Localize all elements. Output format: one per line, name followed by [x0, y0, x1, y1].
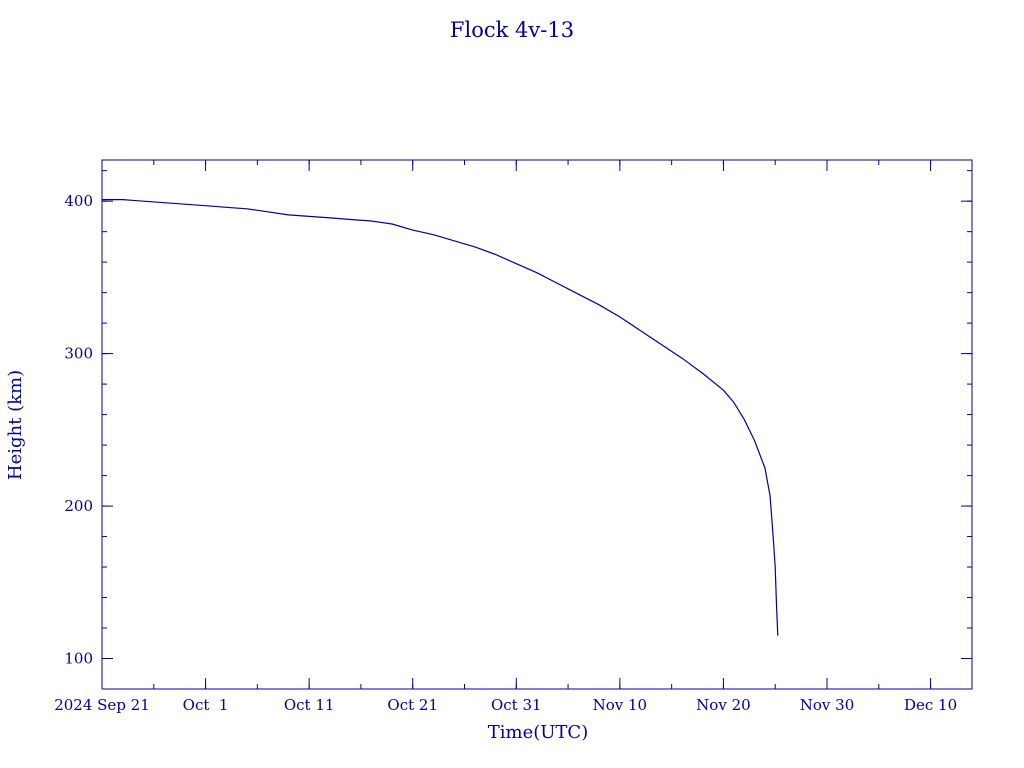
x-tick-label: Nov 20	[696, 696, 751, 714]
y-tick-label: 200	[64, 497, 93, 515]
y-tick-labels: 100 200 300 400	[64, 192, 93, 667]
x-axis-label: Time(UTC)	[488, 722, 588, 743]
x-tick-label: Nov 10	[593, 696, 648, 714]
x-tick-label: Oct 21	[387, 696, 438, 714]
axis-ticks	[101, 160, 972, 689]
x-tick-label: Dec 10	[904, 696, 957, 714]
x-tick-labels: 2024 Sep 21 Oct 1 Oct 11 Oct 21 Oct 31 Nov 10…	[54, 696, 957, 714]
x-tick-label: Oct 11	[284, 696, 335, 714]
chart-title: Flock 4v-13	[450, 18, 574, 42]
x-tick-label: 2024 Sep 21	[54, 696, 150, 714]
height-series-line	[102, 199, 779, 636]
y-tick-label: 100	[64, 650, 93, 668]
y-tick-label: 300	[64, 345, 93, 363]
y-axis-label: Height (km)	[5, 370, 26, 480]
series-group	[102, 199, 779, 636]
x-tick-label: Nov 30	[800, 696, 855, 714]
x-tick-label: Oct 31	[491, 696, 542, 714]
y-tick-label: 400	[64, 192, 93, 210]
x-tick-label: Oct 1	[183, 696, 229, 714]
plot-frame	[101, 159, 973, 690]
